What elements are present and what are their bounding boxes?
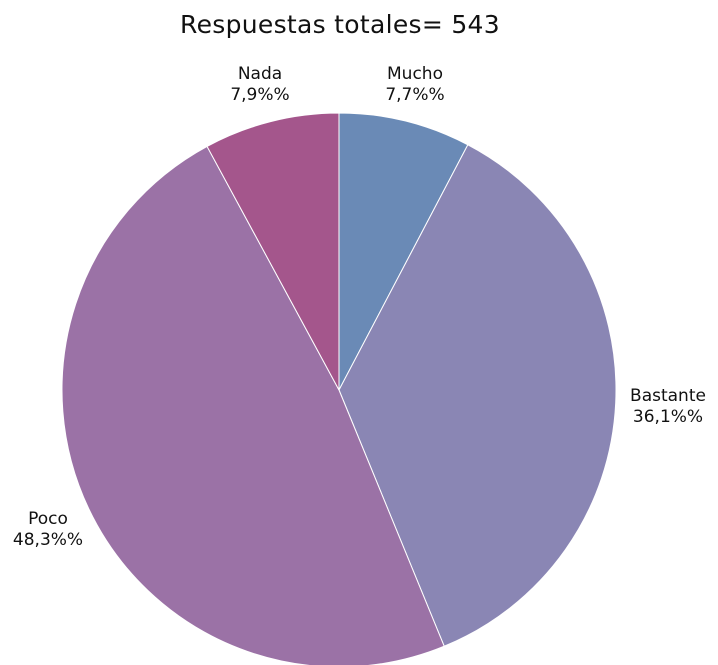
slice-label-mucho: Mucho 7,7%% <box>360 64 470 106</box>
slice-value-nada: 7,9%% <box>230 85 290 105</box>
pie-slice-mucho <box>338 112 469 391</box>
chart-title: Respuestas totales= 543 <box>180 10 500 39</box>
slice-label-poco: Poco 48,3%% <box>0 509 96 551</box>
slice-name-mucho: Mucho <box>387 64 443 84</box>
pie-slice-nada <box>206 112 340 391</box>
slice-label-nada: Nada 7,9%% <box>205 64 315 106</box>
slice-name-bastante: Bastante <box>630 386 706 406</box>
slice-value-poco: 48,3%% <box>12 530 84 550</box>
slice-value-bastante: 36,1%% <box>632 407 704 427</box>
slice-name-poco: Poco <box>28 509 68 529</box>
pie-slice-bastante <box>338 144 617 647</box>
slice-label-bastante: Bastante 36,1%% <box>618 386 718 428</box>
slice-value-mucho: 7,7%% <box>385 85 445 105</box>
pie-slice-poco <box>61 145 445 665</box>
slice-name-nada: Nada <box>237 64 283 84</box>
